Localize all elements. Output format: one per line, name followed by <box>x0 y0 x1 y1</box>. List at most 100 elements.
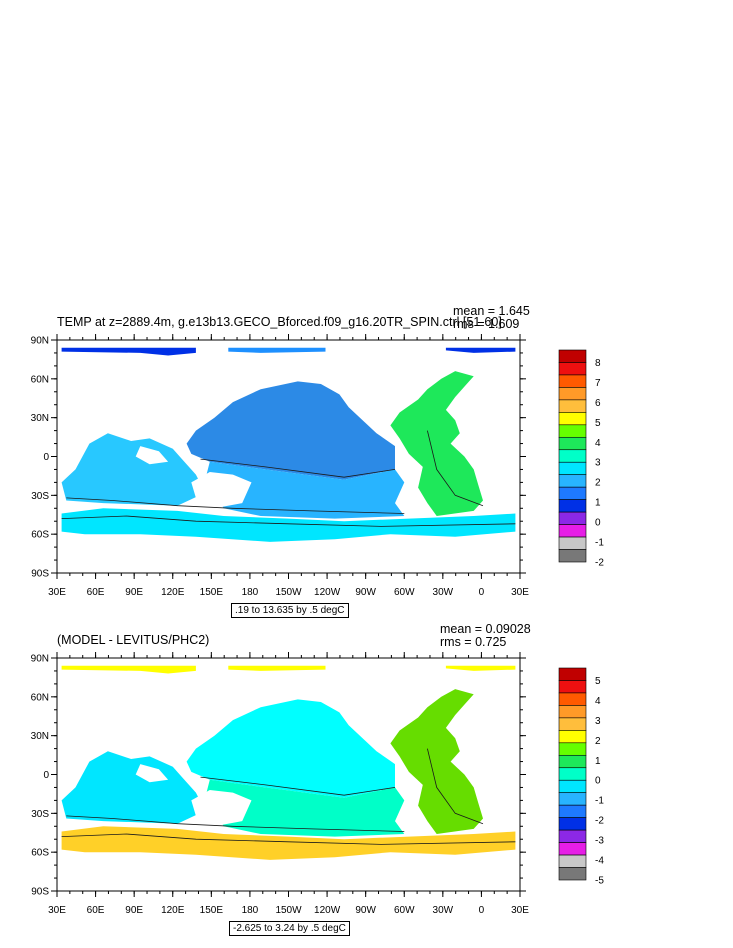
southern-ocean-band <box>61 826 516 860</box>
x-tick-label: 30W <box>433 587 454 598</box>
legend-swatch <box>558 474 587 488</box>
y-tick-label: 90N <box>31 654 49 665</box>
y-tick-label: 30S <box>31 491 49 502</box>
x-tick-label: 60W <box>394 587 415 598</box>
atlantic-region <box>390 689 483 834</box>
y-tick-label: 30S <box>31 809 49 820</box>
legend-label: -5 <box>595 876 604 887</box>
indian-ocean-region <box>61 751 206 824</box>
contour-line <box>61 515 516 527</box>
legend-swatch <box>558 461 587 476</box>
x-tick-label: 0 <box>479 587 485 598</box>
contour-line <box>66 497 405 514</box>
y-tick-label: 60S <box>31 848 49 859</box>
legend-label: 3 <box>595 716 601 727</box>
island-mask <box>135 764 169 783</box>
legend-swatch <box>558 754 587 769</box>
x-tick-label: 120W <box>314 587 341 598</box>
x-tick-label: 180 <box>242 587 259 598</box>
legend-label: 1 <box>595 498 601 509</box>
panel2-range-box: -2.625 to 3.24 by .5 degC <box>229 921 350 936</box>
contour-line <box>61 833 516 845</box>
legend-swatch <box>558 436 587 451</box>
legend-label: 8 <box>595 358 601 369</box>
legend-label: 5 <box>595 676 601 687</box>
x-tick-label: 150W <box>275 905 302 916</box>
legend-label: 2 <box>595 736 601 747</box>
legend-swatch <box>558 424 587 438</box>
contour-line <box>66 815 405 832</box>
legend-swatch <box>558 705 587 719</box>
arctic-region-east <box>445 347 516 353</box>
x-tick-label: 60W <box>394 905 415 916</box>
island-mask <box>135 446 169 465</box>
y-tick-label: 30N <box>31 413 49 424</box>
legend-swatch <box>558 692 587 706</box>
x-tick-label: 120E <box>161 587 185 598</box>
arctic-region-west <box>61 665 196 674</box>
x-tick-label: 90W <box>355 905 376 916</box>
x-tick-label: 30E <box>48 905 66 916</box>
x-tick-label: 150E <box>200 587 224 598</box>
legend-swatch <box>558 499 587 513</box>
legend-label: 0 <box>595 776 601 787</box>
legend-swatch <box>558 511 587 525</box>
x-tick-label: 30E <box>48 587 66 598</box>
x-tick-label: 180 <box>242 905 259 916</box>
australia-mask <box>191 472 252 509</box>
arctic-region-west <box>61 347 196 356</box>
x-tick-label: 90W <box>355 587 376 598</box>
legend-swatch <box>558 486 587 500</box>
contour-line <box>427 430 484 507</box>
panel1-mean: mean = 1.645 <box>453 304 530 318</box>
x-tick-label: 120W <box>314 905 341 916</box>
y-tick-label: 60S <box>31 530 49 541</box>
legend-swatch <box>558 779 587 794</box>
legend-swatch <box>558 536 587 550</box>
legend-swatch <box>558 524 587 538</box>
x-tick-label: 60E <box>87 905 105 916</box>
x-tick-label: 0 <box>479 905 485 916</box>
y-tick-label: 60N <box>31 692 49 703</box>
indian-ocean-region <box>61 433 206 506</box>
legend-swatch <box>558 387 587 401</box>
legend-swatch <box>558 549 587 563</box>
legend-label: 1 <box>595 756 601 767</box>
legend-swatch <box>558 667 587 681</box>
arctic-region-center <box>228 665 326 671</box>
legend-label: 5 <box>595 418 601 429</box>
x-tick-label: 30E <box>511 587 529 598</box>
panel1-rms: rms = 1.609 <box>453 317 520 331</box>
y-tick-label: 90N <box>31 336 49 347</box>
legend-swatch <box>558 767 587 781</box>
pacific-south-region <box>205 461 405 519</box>
legend-swatch <box>558 742 587 756</box>
legend-swatch <box>558 730 587 744</box>
legend-swatch <box>558 412 587 426</box>
australia-mask <box>191 790 252 827</box>
y-tick-label: 0 <box>43 770 49 781</box>
legend-swatch <box>558 349 587 363</box>
contour-line <box>200 776 396 796</box>
y-tick-label: 90S <box>31 569 49 580</box>
x-tick-label: 90E <box>125 905 143 916</box>
pacific-north-region <box>186 699 395 798</box>
legend-swatch <box>558 362 587 376</box>
x-tick-label: 150E <box>200 905 224 916</box>
legend-label: -3 <box>595 836 604 847</box>
contour-line <box>200 458 396 478</box>
legend-swatch <box>558 792 587 806</box>
atlantic-region <box>390 371 483 516</box>
legend-label: 2 <box>595 478 601 489</box>
arctic-region-center <box>228 347 326 353</box>
y-tick-label: 60N <box>31 374 49 385</box>
legend-label: 0 <box>595 518 601 529</box>
legend-label: 6 <box>595 398 601 409</box>
panel1-title: TEMP at z=2889.4m, g.e13b13.GECO_Bforced… <box>57 315 502 329</box>
legend-swatch <box>558 817 587 831</box>
legend-label: -1 <box>595 796 604 807</box>
legend-swatch <box>558 374 587 388</box>
x-tick-label: 90E <box>125 587 143 598</box>
panel2-title: (MODEL - LEVITUS/PHC2) <box>57 633 210 647</box>
legend-label: -2 <box>595 816 604 827</box>
